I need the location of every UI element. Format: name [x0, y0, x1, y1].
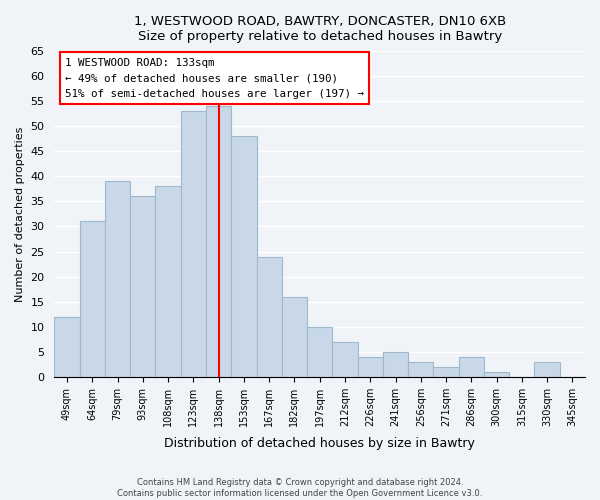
Bar — [383, 352, 408, 377]
Bar — [282, 296, 307, 377]
Y-axis label: Number of detached properties: Number of detached properties — [15, 126, 25, 302]
Text: Contains HM Land Registry data © Crown copyright and database right 2024.
Contai: Contains HM Land Registry data © Crown c… — [118, 478, 482, 498]
Bar — [257, 256, 282, 377]
Title: 1, WESTWOOD ROAD, BAWTRY, DONCASTER, DN10 6XB
Size of property relative to detac: 1, WESTWOOD ROAD, BAWTRY, DONCASTER, DN1… — [134, 15, 506, 43]
Bar — [332, 342, 358, 377]
Bar — [484, 372, 509, 377]
Bar — [307, 326, 332, 377]
Bar — [433, 367, 458, 377]
Bar — [458, 356, 484, 377]
Bar — [130, 196, 155, 377]
Bar — [231, 136, 257, 377]
Bar — [206, 106, 231, 377]
Bar — [80, 222, 105, 377]
X-axis label: Distribution of detached houses by size in Bawtry: Distribution of detached houses by size … — [164, 437, 475, 450]
Bar — [181, 111, 206, 377]
Bar — [155, 186, 181, 377]
Bar — [105, 182, 130, 377]
Bar — [535, 362, 560, 377]
Bar — [358, 356, 383, 377]
Text: 1 WESTWOOD ROAD: 133sqm
← 49% of detached houses are smaller (190)
51% of semi-d: 1 WESTWOOD ROAD: 133sqm ← 49% of detache… — [65, 58, 364, 99]
Bar — [55, 316, 80, 377]
Bar — [408, 362, 433, 377]
